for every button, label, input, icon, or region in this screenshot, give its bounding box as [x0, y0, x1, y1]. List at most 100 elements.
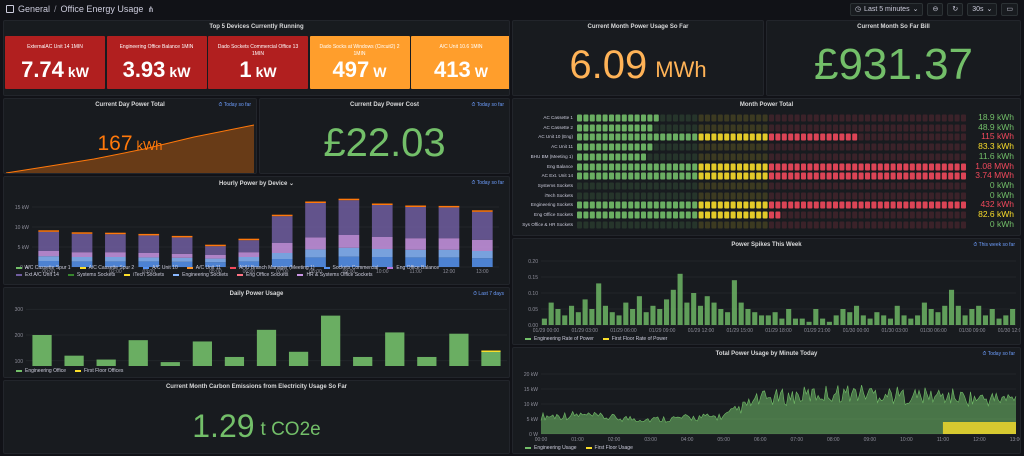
legend-item[interactable]: Engineering Usage: [525, 445, 577, 451]
gauge-cell: [845, 172, 851, 180]
gauge-cell: [685, 114, 691, 122]
gauge-cell: [583, 153, 589, 161]
legend-item[interactable]: iTech Sockets: [124, 272, 164, 278]
x-tick-label: 07:00: [791, 437, 804, 443]
gauge-cell: [705, 114, 710, 122]
legend-item[interactable]: First Floor Usage: [585, 445, 633, 451]
gauge-cell: [577, 192, 582, 200]
gauge-cell: [858, 192, 864, 200]
bar-segment: [138, 253, 160, 258]
gauge-cell: [730, 221, 736, 229]
gauge-cell: [884, 143, 890, 151]
legend-item[interactable]: Systems Sockets: [67, 272, 115, 278]
panel-title[interactable]: Hourly Power by Device ⌄: [4, 180, 509, 187]
legend-item[interactable]: Engineering Office: [16, 368, 66, 374]
legend-item[interactable]: Eng Office Balance: [387, 265, 439, 271]
gauge-cell: [788, 153, 794, 161]
legend-item[interactable]: AHU Branch Manager (Meeting 1): [229, 265, 315, 271]
gauge-cell: [685, 153, 691, 161]
x-tick-label: 11:00: [937, 437, 949, 443]
time-info-link[interactable]: ⏱ This week so far: [973, 242, 1015, 248]
gauge-cell: [653, 192, 659, 200]
time-range-picker[interactable]: ◷ Last 5 minutes ⌄: [849, 2, 924, 16]
time-info-text: Today so far: [476, 102, 504, 108]
legend-item[interactable]: A/C Unit 10: [143, 265, 178, 271]
gauge-cell: [941, 182, 947, 190]
gauge-cell: [845, 221, 851, 229]
gauge-cell: [941, 211, 947, 219]
gauge-cell: [589, 143, 595, 151]
gauge-cell: [929, 192, 934, 200]
refresh-interval-picker[interactable]: 30s ⌄: [967, 2, 998, 16]
zoom-out-button[interactable]: ⊖: [927, 2, 944, 16]
legend-item[interactable]: A/C Cassette Spur 2: [79, 265, 134, 271]
gauge-cell: [948, 133, 954, 141]
gauge-cell: [609, 163, 614, 170]
gauge-cell: [692, 211, 698, 219]
gauge-cell: [941, 201, 947, 209]
gauge-cell: [660, 221, 666, 229]
gauge-cell: [852, 163, 858, 170]
legend-item[interactable]: A/C Unit 11: [186, 265, 221, 271]
time-info-link[interactable]: ⏱ Today so far: [982, 351, 1015, 357]
time-info-link[interactable]: ⏱ Last 7 days: [473, 291, 504, 297]
month-bill-panel: Current Month So Far Bill £931.37: [766, 20, 1021, 96]
gauge-cell: [961, 153, 966, 161]
legend-item[interactable]: A/C Cassette Spur 1: [16, 265, 71, 271]
gauge-cell: [743, 172, 749, 180]
bar-gauge: [577, 124, 966, 132]
gauge-cell: [897, 153, 902, 161]
gauge-cell: [730, 192, 736, 200]
gauge-cell: [762, 172, 768, 180]
gauge-cell: [954, 182, 960, 190]
gauge-cell: [845, 211, 851, 219]
gauge-label: Engineering Sockets: [530, 202, 573, 208]
gauge-cell: [589, 201, 595, 209]
gauge-cell: [634, 143, 640, 151]
bar-segment: [371, 237, 393, 249]
legend-item[interactable]: Engineering Rate of Power: [525, 336, 594, 342]
refresh-button[interactable]: ↻: [947, 2, 964, 16]
legend-item[interactable]: First Floor Offices: [75, 368, 123, 374]
gauge-cell: [615, 201, 621, 209]
legend-item[interactable]: First Floor Rate of Power: [602, 336, 667, 342]
tv-mode-button[interactable]: ▭: [1001, 2, 1018, 16]
gauge-cell: [781, 172, 787, 180]
breadcrumb-separator: /: [54, 4, 57, 14]
tile-unit: W: [373, 64, 387, 80]
apps-icon[interactable]: [6, 5, 14, 13]
gauge-cell: [749, 114, 755, 122]
gauge-cell: [781, 153, 787, 161]
gauge-cell: [577, 124, 582, 132]
panel-title: Current Month Carbon Emissions from Elec…: [165, 384, 348, 390]
gauge-cell: [698, 163, 704, 170]
gauge-cell: [673, 153, 678, 161]
legend-swatch: [229, 267, 236, 269]
spike-bar: [806, 321, 812, 325]
breadcrumb-folder[interactable]: General: [18, 4, 51, 14]
carbon-stat: 1.29 t CO2e: [4, 403, 509, 449]
time-info-link[interactable]: ⏱ Today so far: [471, 102, 504, 108]
gauge-cell: [692, 172, 698, 180]
gauge-cell: [788, 182, 794, 190]
legend-item[interactable]: Sockets Commercial: [323, 265, 378, 271]
time-info-link[interactable]: ⏱ Today so far: [218, 102, 251, 108]
spike-bar: [589, 309, 595, 325]
time-info-link[interactable]: ⏱ Today so far: [471, 180, 504, 186]
legend-item[interactable]: Engineering Sockets: [173, 272, 228, 278]
legend-item[interactable]: Ext A/C Unit 14: [16, 272, 59, 278]
gauge-cell: [845, 153, 851, 161]
gauge-cell: [916, 133, 922, 141]
share-icon[interactable]: ⋔: [147, 4, 155, 14]
legend-item[interactable]: Eng Office Sockets: [237, 272, 288, 278]
legend-label: HR & Systems Office Sockets: [306, 272, 373, 278]
bar-gauge: [577, 172, 966, 180]
gauge-cell: [749, 133, 755, 141]
legend-item[interactable]: HR & Systems Office Sockets: [297, 272, 372, 278]
gauge-cell: [602, 153, 608, 161]
dashboard-title[interactable]: Office Energy Usage: [60, 4, 144, 14]
gauge-cell: [826, 133, 832, 141]
gauge-cell: [909, 114, 915, 122]
bar-segment: [305, 203, 326, 238]
legend-swatch: [173, 274, 180, 276]
